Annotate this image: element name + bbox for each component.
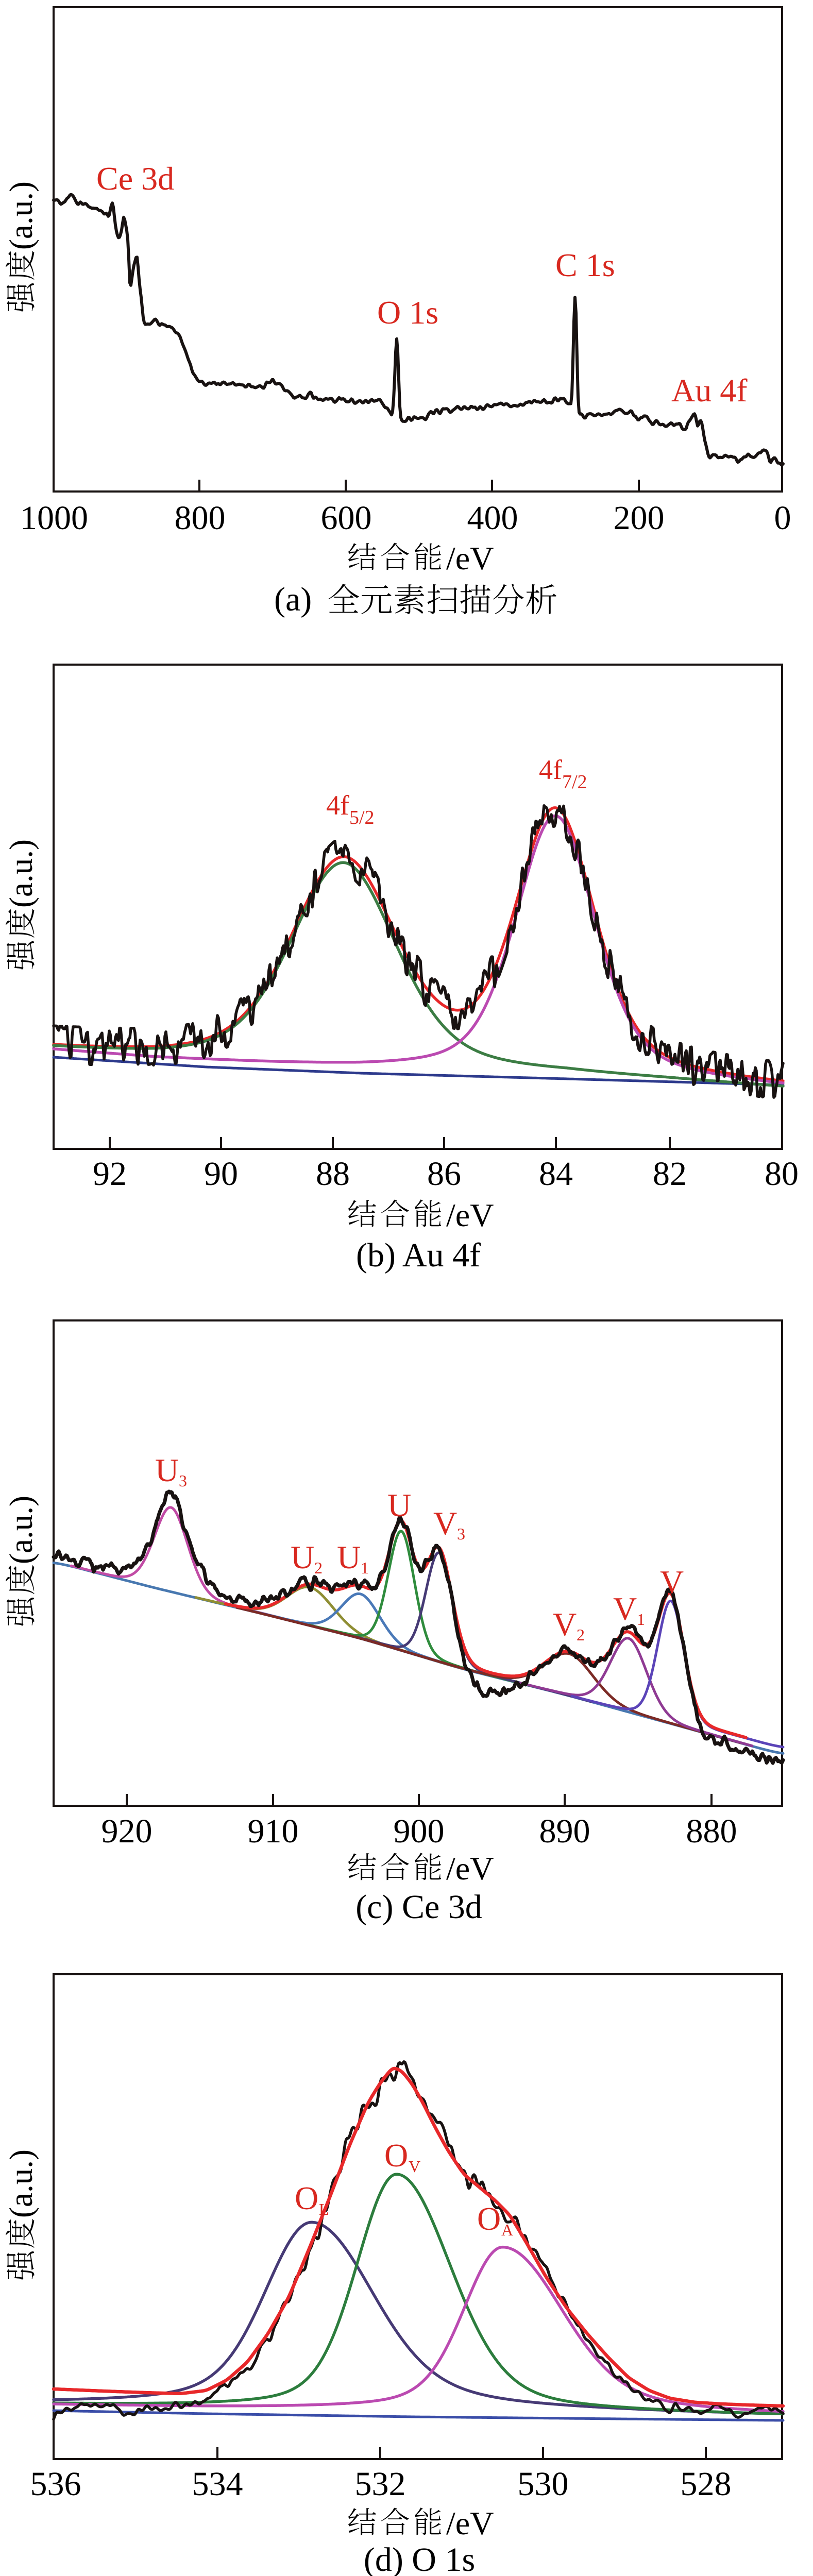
svg-text:400: 400 — [467, 499, 518, 537]
svg-text:/eV: /eV — [446, 1197, 494, 1233]
svg-text:800: 800 — [175, 499, 226, 537]
svg-text:2: 2 — [314, 1558, 323, 1577]
svg-text:3: 3 — [179, 1471, 187, 1490]
svg-text:600: 600 — [321, 499, 372, 537]
svg-text:7/2: 7/2 — [562, 771, 587, 793]
svg-text:530: 530 — [518, 2465, 569, 2503]
svg-text:200: 200 — [614, 499, 665, 537]
svg-text:/eV: /eV — [446, 1850, 494, 1887]
svg-text:U: U — [387, 1487, 411, 1523]
svg-text:V: V — [553, 1606, 577, 1642]
svg-text:V: V — [409, 2157, 420, 2176]
svg-text:84: 84 — [539, 1155, 573, 1193]
svg-text:80: 80 — [765, 1155, 799, 1193]
svg-text:/eV: /eV — [446, 2505, 494, 2541]
svg-text:U: U — [337, 1539, 361, 1575]
svg-text:(a.u.): (a.u.) — [3, 839, 39, 908]
svg-text:O 1s: O 1s — [377, 294, 438, 331]
svg-text:88: 88 — [316, 1155, 350, 1193]
svg-text:910: 910 — [248, 1812, 299, 1850]
svg-text:(a): (a) — [274, 581, 312, 618]
svg-text:1: 1 — [361, 1558, 369, 1577]
svg-text:(b) Au 4f: (b) Au 4f — [356, 1236, 481, 1274]
svg-text:Au 4f: Au 4f — [671, 372, 748, 409]
svg-text:92: 92 — [93, 1155, 127, 1193]
svg-text:890: 890 — [539, 1812, 590, 1850]
svg-text:86: 86 — [427, 1155, 461, 1193]
svg-text:534: 534 — [192, 2465, 243, 2503]
svg-text:O: O — [295, 2180, 318, 2216]
svg-text:1: 1 — [637, 1610, 645, 1629]
svg-text:3: 3 — [457, 1524, 465, 1543]
svg-text:O: O — [384, 2137, 408, 2174]
svg-text:U: U — [291, 1539, 314, 1575]
svg-text:U: U — [155, 1452, 179, 1488]
svg-text:V: V — [613, 1590, 637, 1627]
svg-text:V: V — [660, 1564, 684, 1600]
svg-text:920: 920 — [101, 1812, 153, 1850]
svg-text:4f: 4f — [326, 790, 349, 821]
svg-text:L: L — [319, 2200, 329, 2218]
svg-text:880: 880 — [686, 1812, 737, 1850]
svg-text:O: O — [477, 2200, 501, 2237]
svg-text:2: 2 — [577, 1625, 585, 1644]
svg-text:/eV: /eV — [446, 540, 494, 577]
svg-text:V: V — [433, 1505, 457, 1541]
svg-text:(c) Ce 3d: (c) Ce 3d — [355, 1888, 482, 1926]
svg-text:528: 528 — [681, 2465, 732, 2503]
svg-text:0: 0 — [774, 499, 791, 537]
svg-text:90: 90 — [204, 1155, 238, 1193]
svg-text:82: 82 — [653, 1155, 687, 1193]
svg-text:Ce 3d: Ce 3d — [96, 160, 174, 197]
svg-text:(a.u.): (a.u.) — [3, 181, 39, 250]
svg-text:5/2: 5/2 — [349, 807, 375, 828]
svg-text:A: A — [501, 2221, 513, 2239]
svg-text:(a.u.): (a.u.) — [3, 1496, 39, 1564]
svg-text:(d) O 1s: (d) O 1s — [364, 2541, 475, 2576]
svg-text:532: 532 — [355, 2465, 406, 2503]
svg-text:536: 536 — [30, 2465, 81, 2503]
svg-text:4f: 4f — [539, 754, 562, 785]
svg-text:900: 900 — [394, 1812, 445, 1850]
svg-text:C 1s: C 1s — [555, 247, 615, 283]
svg-text:1000: 1000 — [20, 499, 88, 537]
svg-text:(a.u.): (a.u.) — [3, 2149, 39, 2218]
